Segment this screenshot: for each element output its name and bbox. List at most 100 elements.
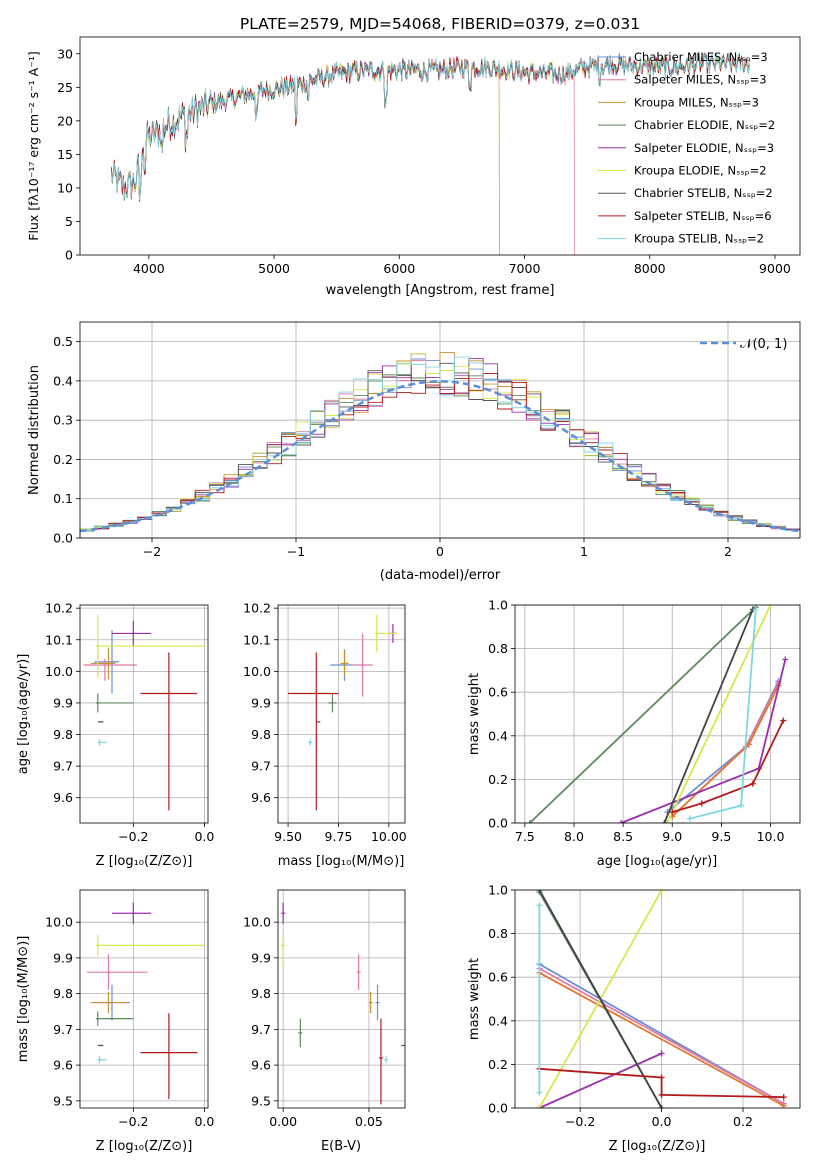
mass-weight-marker [618,820,625,823]
y-tick-label: 0.2 [53,452,73,467]
weight-vs-age-ylabel: mass weight [467,673,482,755]
errorbar-point [140,652,198,811]
spectrum-series [110,57,575,256]
mass-weight-marker [669,809,676,816]
mass-weight-marker [780,717,787,724]
errorbar-point [97,739,107,746]
errorbar-point [97,1056,107,1064]
legend-label: Chabrier STELIB, Nₛₛₚ=2 [634,186,773,200]
spectrum-lines [110,52,750,256]
y-tick-label: 9.8 [251,727,271,742]
errorbar-point [281,902,286,924]
mass-weight-marker [745,741,752,748]
y-tick-label: 10.0 [243,664,271,679]
y-tick-label: 1.0 [488,883,508,898]
mass-weight-series [671,720,785,813]
y-tick-label: 9.9 [251,950,271,965]
x-tick-label: 7000 [509,261,541,276]
mass-vs-z-panel: −0.2 0.0 9.5 9.6 9.7 9.8 9.9 10.0 Z [log₁₀(Z/Z⊙… [16,889,214,1154]
residuals-xlabel: (data-model)/error [380,568,501,583]
y-tick-label: 9.6 [53,1058,73,1073]
x-tick-label: 9000 [759,261,791,276]
y-tick-label: 9.8 [53,727,73,742]
errorbar-point [330,649,353,681]
legend-label: Kroupa ELODIE, Nₛₛₚ=2 [634,164,767,178]
y-tick-label: 10.2 [45,601,73,616]
x-tick-label: 10.0 [757,829,785,844]
errorbar-point [281,934,286,967]
x-tick-label: 1 [580,544,588,559]
mass-weight-marker [698,800,705,807]
errorbar-point [95,693,134,713]
x-tick-label: 0.0 [194,829,214,844]
x-tick-label: 8.0 [564,829,584,844]
x-tick-label: −0.2 [118,1114,148,1129]
y-tick-label: 0.0 [488,1101,508,1116]
errorbar-point [112,902,152,924]
errorbar-point [356,954,361,991]
y-tick-label: 10.0 [45,664,73,679]
x-tick-label: 8.5 [613,829,633,844]
errorbar-point [374,614,397,653]
y-tick-label: 0.0 [488,816,508,831]
weight-vs-z-ylabel: mass weight [467,958,482,1040]
residual-histogram [79,373,801,538]
age-vs-z-panel: −0.2 0.0 9.6 9.7 9.8 9.9 10.0 10.1 10.2 Z [log₁₀… [16,601,214,869]
residual-histograms [79,352,801,538]
y-tick-label: 0.4 [488,728,508,743]
x-tick-label: 6000 [383,261,415,276]
spectrum-ylabel: Flux [fλ10⁻¹⁷ erg cm⁻² s⁻¹ A⁻¹] [26,51,41,240]
mass-vs-z-ylabel: mass [log₁₀(M/M⊙)] [16,936,31,1063]
legend-label: Chabrier ELODIE, Nₛₛₚ=2 [634,118,775,132]
mass-weight-series [663,609,754,823]
age-vs-mass-xlabel: mass [log₁₀(M/M⊙)] [278,854,405,869]
y-tick-label: 10.0 [243,915,271,930]
legend-label: Chabrier MILES, Nₛₛₚ=3 [634,50,768,64]
residual-histogram [79,356,801,538]
mass-weight-marker [658,1105,665,1108]
age-vs-mass-panel: 9.50 9.75 10.00 9.6 9.7 9.8 9.9 10.0 10.1 10.2 ma… [243,601,407,869]
errorbar-point [328,693,337,713]
spectrum-series [110,52,750,200]
legend-label: Salpeter ELODIE, Nₛₛₚ=3 [634,141,774,155]
mass-weight-series [538,972,785,1107]
x-tick-label: 7.5 [515,829,535,844]
mass-weight-marker [780,1094,787,1101]
y-tick-label: 5 [65,214,73,229]
y-tick-label: 0.2 [488,1057,508,1072]
errorbar-point [352,633,373,697]
y-tick-label: 9.9 [251,695,271,710]
y-tick-label: 9.9 [53,695,73,710]
mass-weight-series [666,680,780,813]
y-tick-label: 0.8 [488,641,508,656]
x-tick-label: −0.2 [565,1114,595,1129]
y-tick-label: 9.6 [251,1058,271,1073]
y-tick-label: 20 [57,113,73,128]
residuals-legend-label: 𝒩(0, 1) [740,337,787,352]
mass-weight-vs-z-panel: −0.2 0.0 0.2 0.0 0.2 0.4 0.6 0.8 1.0 Z [log₁₀(Z/… [467,883,801,1154]
y-tick-label: 10.1 [243,632,271,647]
mass-weight-series [620,659,787,823]
y-tick-label: 0.6 [488,685,508,700]
mass-weight-marker [767,605,774,608]
mass-weight-marker [752,606,759,613]
mass-weight-marker [749,780,756,787]
mass-weight-marker [536,1089,543,1096]
mass-weight-series [539,1067,784,1098]
mass-weight-vs-age-panel: 7.5 8.0 8.5 9.0 9.5 10.0 0.0 0.2 0.4 0.6 0.8 1.0 ag… [467,598,801,869]
x-tick-label: 9.0 [662,829,682,844]
legend-label: Salpeter MILES, Nₛₛₚ=3 [634,73,767,87]
mass-weight-marker [782,656,789,663]
normal-reference-curve [79,380,801,533]
errorbar-point [95,934,205,957]
errorbar-point [288,652,339,811]
x-tick-label: 10.00 [371,829,407,844]
mass-weight-series [666,605,772,823]
y-tick-label: 10 [57,180,73,195]
spectrum-panel: 4000 5000 6000 7000 8000 9000 0 5 10 15 20 25 30 Cha… [26,36,801,298]
mass-weight-marker [658,1074,665,1081]
mass-vs-z-xlabel: Z [log₁₀(Z/Z⊙)] [96,1139,193,1154]
mass-weight-marker [536,902,543,909]
spectrum-legend: Chabrier MILES, Nₛₛₚ=3 Salpeter MILES, Nₛ… [598,50,775,246]
